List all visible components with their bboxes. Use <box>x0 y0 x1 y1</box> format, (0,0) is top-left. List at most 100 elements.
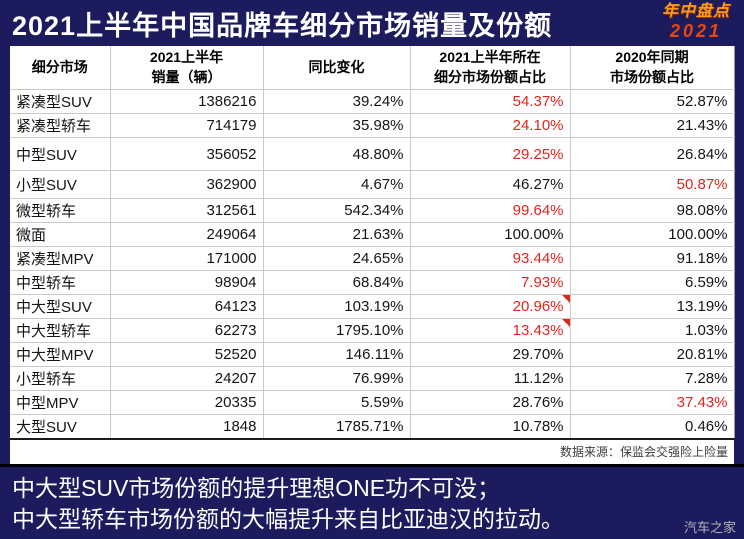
share-2020-cell: 100.00% <box>570 222 735 248</box>
sales-cell: 1848 <box>110 414 264 440</box>
sales-cell: 52520 <box>110 342 264 368</box>
yoy-change-cell: 39.24% <box>263 89 411 115</box>
share-2021-cell: 100.00% <box>410 222 571 248</box>
share-2020-cell: 26.84% <box>570 137 735 172</box>
segment-cell: 微型轿车 <box>10 198 111 224</box>
sales-cell: 24207 <box>110 366 264 392</box>
header-yoy: 同比变化 <box>263 46 411 91</box>
yoy-change-cell: 4.67% <box>263 170 411 200</box>
share-2020-cell: 7.28% <box>570 366 735 392</box>
share-2021-cell: 7.93% <box>410 270 571 296</box>
share-2020-cell: 21.43% <box>570 113 735 139</box>
note-line-2: 中大型轿车市场份额的大幅提升来自比亚迪汉的拉动。 <box>12 506 564 533</box>
table-row: 紧凑型SUV 1386216 39.24% 54.37% 52.87% <box>10 89 735 115</box>
header-share-2020-line1: 2020年同期 <box>615 49 689 65</box>
segment-cell: 中大型轿车 <box>10 318 111 344</box>
segment-cell: 紧凑型SUV <box>10 89 111 115</box>
header-share-2021-line2: 细分市场份额占比 <box>434 68 546 85</box>
table-body: 紧凑型SUV 1386216 39.24% 54.37% 52.87% 紧凑型轿… <box>10 89 735 440</box>
share-2020-cell: 52.87% <box>570 89 735 115</box>
watermark-autohome: 汽车之家 <box>683 520 736 535</box>
table-row: 紧凑型轿车 714179 35.98% 24.10% 21.43% <box>10 113 735 139</box>
yoy-change-cell: 5.59% <box>263 390 411 416</box>
header-segment: 细分市场 <box>10 46 111 91</box>
header-sales-line2: 销量（辆） <box>151 68 222 85</box>
segment-cell: 小型SUV <box>10 170 111 200</box>
header-share-2020-line2: 市场份额占比 <box>610 68 694 85</box>
header-sales: 2021上半年 销量（辆） <box>110 46 264 91</box>
badge-year: 2021 <box>669 21 723 42</box>
share-2021-cell: 24.10% <box>410 113 571 139</box>
table-row: 微面 249064 21.63% 100.00% 100.00% <box>10 222 735 248</box>
segment-cell: 中大型SUV <box>10 294 111 320</box>
note-line-1: 中大型SUV市场份额的提升理想ONE功不可没； <box>12 474 501 501</box>
segment-cell: 中型轿车 <box>10 270 111 296</box>
table-row: 中大型MPV 52520 146.11% 29.70% 20.81% <box>10 342 735 368</box>
table-row: 小型SUV 362900 4.67% 46.27% 50.87% <box>10 170 735 200</box>
segment-cell: 中大型MPV <box>10 342 111 368</box>
sales-cell: 249064 <box>110 222 264 248</box>
table-row: 小型轿车 24207 76.99% 11.12% 7.28% <box>10 366 735 392</box>
yoy-change-cell: 48.80% <box>263 137 411 172</box>
sales-cell: 171000 <box>110 246 264 272</box>
header-yoy-label: 同比变化 <box>308 58 365 75</box>
share-2021-cell: 20.96% <box>410 294 571 320</box>
share-2021-cell: 93.44% <box>410 246 571 272</box>
share-2021-cell: 46.27% <box>410 170 571 200</box>
share-2020-cell: 0.46% <box>570 414 735 440</box>
sales-cell: 98904 <box>110 270 264 296</box>
data-source-note: 数据来源：保监会交强险上险量 <box>10 439 734 464</box>
table-header: 细分市场 2021上半年 销量（辆） 同比变化 2021上半年所在 细分市场份额… <box>10 46 735 91</box>
page-title: 2021上半年中国品牌车细分市场销量及份额 <box>12 10 553 41</box>
header-sales-line1: 2021上半年 <box>149 49 224 65</box>
yoy-change-cell: 542.34% <box>263 198 411 224</box>
data-table: 细分市场 2021上半年 销量（辆） 同比变化 2021上半年所在 细分市场份额… <box>10 46 735 464</box>
table-row: 紧凑型MPV 171000 24.65% 93.44% 91.18% <box>10 246 735 272</box>
share-2021-cell: 29.25% <box>410 137 571 172</box>
share-2020-cell: 1.03% <box>570 318 735 344</box>
yoy-change-cell: 21.63% <box>263 222 411 248</box>
sales-cell: 62273 <box>110 318 264 344</box>
sales-cell: 714179 <box>110 113 264 139</box>
title-bar: 2021上半年中国品牌车细分市场销量及份额 年中盘点 2021 <box>0 0 744 46</box>
yoy-change-cell: 76.99% <box>263 366 411 392</box>
table-row: 中大型轿车 62273 1795.10% 13.43% 1.03% <box>10 318 735 344</box>
table-row: 大型SUV 1848 1785.71% 10.78% 0.46% <box>10 414 735 440</box>
table-row: 中型MPV 20335 5.59% 28.76% 37.43% <box>10 390 735 416</box>
year-review-badge: 年中盘点 2021 <box>662 3 730 42</box>
header-share-2021: 2021上半年所在 细分市场份额占比 <box>410 46 571 91</box>
share-2021-cell: 10.78% <box>410 414 571 440</box>
segment-cell: 微面 <box>10 222 111 248</box>
yoy-change-cell: 24.65% <box>263 246 411 272</box>
sales-cell: 362900 <box>110 170 264 200</box>
share-2021-cell: 29.70% <box>410 342 571 368</box>
segment-cell: 小型轿车 <box>10 366 111 392</box>
table-row: 中大型SUV 64123 103.19% 20.96% 13.19% <box>10 294 735 320</box>
share-2021-cell: 54.37% <box>410 89 571 115</box>
yoy-change-cell: 1795.10% <box>263 318 411 344</box>
segment-cell: 大型SUV <box>10 414 111 440</box>
header-row: 细分市场 2021上半年 销量（辆） 同比变化 2021上半年所在 细分市场份额… <box>10 46 735 91</box>
table-row: 微型轿车 312561 542.34% 99.64% 98.08% <box>10 198 735 224</box>
table-row: 中型SUV 356052 48.80% 29.25% 26.84% <box>10 137 735 172</box>
header-share-2020: 2020年同期 市场份额占比 <box>570 46 735 91</box>
sales-cell: 356052 <box>110 137 264 172</box>
table-row: 中型轿车 98904 68.84% 7.93% 6.59% <box>10 270 735 296</box>
segment-cell: 中型SUV <box>10 137 111 172</box>
sales-cell: 1386216 <box>110 89 264 115</box>
share-2020-cell: 6.59% <box>570 270 735 296</box>
header-share-2021-line1: 2021上半年所在 <box>439 49 541 65</box>
footnotes: 中大型SUV市场份额的提升理想ONE功不可没； 中大型轿车市场份额的大幅提升来自… <box>0 463 744 539</box>
yoy-change-cell: 68.84% <box>263 270 411 296</box>
share-2020-cell: 37.43% <box>570 390 735 416</box>
segment-cell: 紧凑型轿车 <box>10 113 111 139</box>
sales-cell: 312561 <box>110 198 264 224</box>
share-2020-cell: 50.87% <box>570 170 735 200</box>
share-2020-cell: 20.81% <box>570 342 735 368</box>
segment-cell: 中型MPV <box>10 390 111 416</box>
share-2021-cell: 13.43% <box>410 318 571 344</box>
yoy-change-cell: 1785.71% <box>263 414 411 440</box>
segment-cell: 紧凑型MPV <box>10 246 111 272</box>
share-2021-cell: 11.12% <box>410 366 571 392</box>
share-2020-cell: 98.08% <box>570 198 735 224</box>
